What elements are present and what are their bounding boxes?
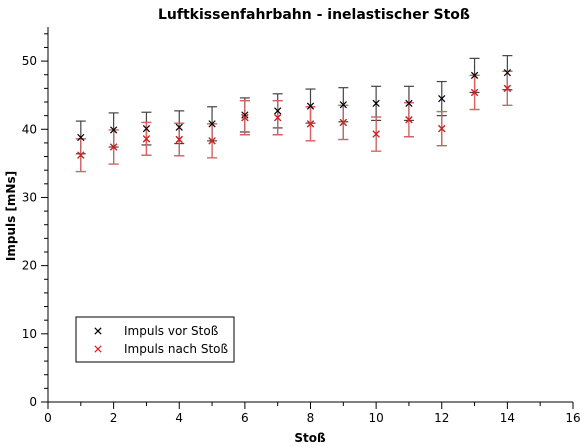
marker-before [175,123,183,131]
marker-before [274,107,282,115]
marker-after [470,88,479,97]
marker-stroke [110,143,118,151]
legend: Impuls vor Stoß Impuls nach Stoß [75,316,235,363]
marker-before [306,102,315,110]
legend-box [75,316,235,363]
marker-before [503,69,511,77]
marker-stroke [241,111,249,119]
x-tick-label: 8 [307,411,315,425]
marker-stroke [372,130,380,138]
marker-before [77,133,85,142]
marker-stroke [208,120,216,128]
marker-stroke [241,114,249,122]
marker-stroke [306,102,315,110]
marker-stroke [372,99,380,107]
marker-after [175,135,183,144]
marker-stroke [438,124,446,133]
marker-after [142,135,151,143]
marker-stroke [339,118,347,127]
legend-label-before: Impuls vor Stoß [124,324,219,338]
marker-before [438,94,446,103]
y-tick-label: 10 [22,327,37,341]
marker-after [372,130,380,138]
marker-before [208,120,216,128]
marker-before [110,126,118,134]
y-tick-label: 0 [29,395,37,409]
x-tick-label: 12 [434,411,449,425]
marker-stroke [470,88,479,97]
error-bars [75,55,513,173]
legend-marker-stroke [94,345,102,353]
marker-stroke [503,69,511,77]
legend-label-after: Impuls nach Stoß [124,342,228,356]
marker-after [208,137,216,145]
marker-stroke [339,101,347,109]
marker-before [241,111,249,119]
y-tick-label: 20 [22,259,37,273]
marker-stroke [503,84,511,92]
x-tick-label: 14 [500,411,515,425]
marker-stroke [405,99,413,107]
marker-stroke [470,71,479,80]
marker-stroke [175,135,183,144]
x-tick-label: 10 [368,411,383,425]
marker-after [405,116,413,124]
marker-stroke [142,124,151,133]
chart-title: Luftkissenfahrbahn - inelastischer Stoß [158,7,470,23]
marker-stroke [306,120,315,128]
x-axis-label: Stoß [294,431,326,445]
marker-stroke [405,116,413,124]
y-tick-label: 50 [22,54,37,68]
marker-stroke [110,126,118,134]
marker-before [470,71,479,80]
x-tick-label: 4 [175,411,183,425]
x-tick-label: 0 [44,411,52,425]
x-tick-label: 16 [565,411,580,425]
marker-after [438,124,446,133]
marker-after [503,84,511,92]
marker-stroke [208,137,216,145]
marker-stroke [274,107,282,115]
axes: 0 2 4 6 8 10 12 14 16 0 10 20 30 40 50 [22,27,581,425]
marker-after [110,143,118,151]
marker-stroke [77,133,85,142]
marker-after [77,151,85,159]
marker-before [405,99,413,107]
marker-after [339,118,347,127]
marker-stroke [77,151,85,159]
marker-stroke [438,94,446,103]
marker-before [142,124,151,133]
legend-marker-stroke [94,327,102,335]
x-tick-label: 2 [110,411,118,425]
data-markers [77,69,511,159]
legend-marker-before [94,327,102,335]
x-tick-label: 6 [241,411,249,425]
marker-before [372,99,380,107]
marker-after [241,114,249,122]
marker-stroke [142,135,151,143]
marker-after [274,114,282,122]
marker-stroke [175,123,183,131]
marker-before [339,101,347,109]
legend-marker-after [94,345,102,353]
y-tick-label: 40 [22,122,37,136]
marker-after [306,120,315,128]
y-tick-label: 30 [22,190,37,204]
marker-stroke [274,114,282,122]
y-axis-label: Impuls [mNs] [4,171,18,261]
